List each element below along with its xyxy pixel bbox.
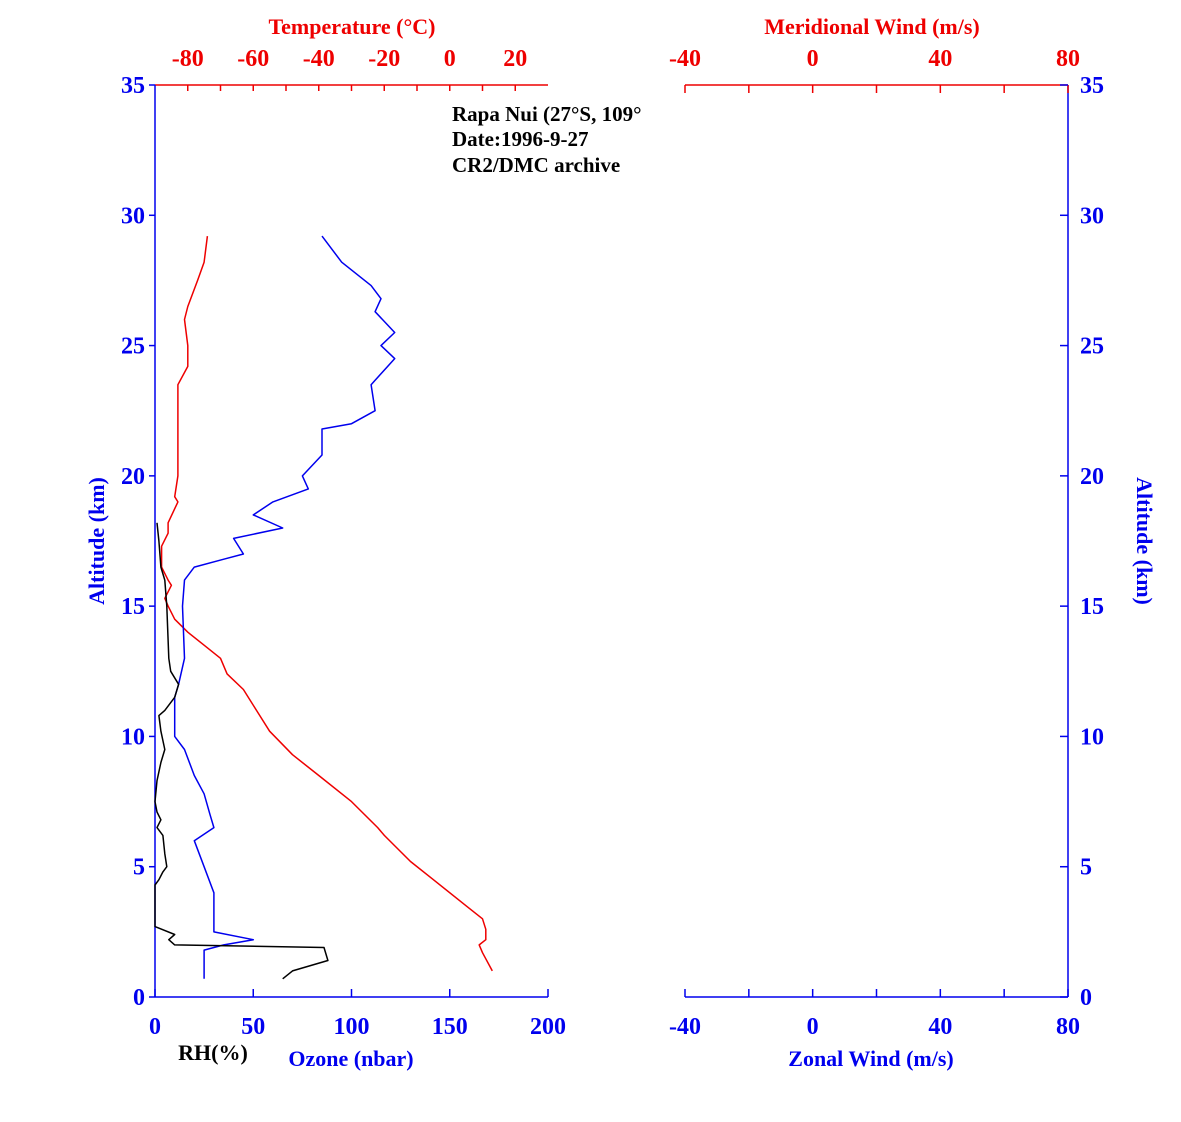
zonal-wind-axis-title: Zonal Wind (m/s) bbox=[788, 1046, 953, 1071]
altitude-tick-label-left: 10 bbox=[121, 724, 145, 750]
altitude-tick-label-left: 5 bbox=[133, 855, 145, 881]
altitude-tick-label-right: 30 bbox=[1080, 203, 1104, 229]
altitude-tick-label-left: 35 bbox=[121, 73, 145, 99]
temperature-tick-label: 20 bbox=[503, 46, 527, 72]
temperature-tick-label: -80 bbox=[172, 46, 204, 72]
altitude-tick-label-left: 0 bbox=[133, 985, 145, 1011]
zonal-wind-tick-label: 0 bbox=[807, 1014, 819, 1040]
altitude-axis-title-left: Altitude (km) bbox=[84, 477, 109, 605]
ozone-tick-label: 200 bbox=[530, 1014, 566, 1040]
altitude-tick-label-right: 25 bbox=[1080, 334, 1104, 360]
temperature-profile-line bbox=[160, 236, 493, 972]
annotation-source: CR2/DMC archive bbox=[452, 153, 620, 177]
temperature-tick-label: 0 bbox=[444, 46, 456, 72]
ozone-tick-label: 50 bbox=[241, 1014, 265, 1040]
zonal-wind-tick-label: 40 bbox=[928, 1014, 952, 1040]
zonal-wind-tick-label: -40 bbox=[669, 1014, 701, 1040]
meridional-wind-axis-title: Meridional Wind (m/s) bbox=[764, 14, 980, 39]
temperature-tick-label: -40 bbox=[303, 46, 335, 72]
altitude-tick-label-left: 20 bbox=[121, 464, 145, 490]
altitude-tick-label-left: 15 bbox=[121, 594, 145, 620]
altitude-tick-label-right: 15 bbox=[1080, 594, 1104, 620]
meridional-wind-tick-label: 0 bbox=[807, 46, 819, 72]
annotation-date: Date:1996-9-27 bbox=[452, 127, 588, 151]
ozone-axis-title: Ozone (nbar) bbox=[288, 1046, 413, 1071]
temperature-axis-title: Temperature (°C) bbox=[268, 14, 435, 39]
ozone-tick-label: 100 bbox=[334, 1014, 370, 1040]
ozone-tick-label: 0 bbox=[149, 1014, 161, 1040]
altitude-tick-label-right: 5 bbox=[1080, 855, 1092, 881]
zonal-wind-tick-label: 80 bbox=[1056, 1014, 1080, 1040]
altitude-tick-label-right: 35 bbox=[1080, 73, 1104, 99]
series-layer bbox=[154, 235, 493, 980]
rh-axis-title: RH(%) bbox=[178, 1040, 248, 1065]
altitude-tick-label-left: 25 bbox=[121, 334, 145, 360]
altitude-tick-label-right: 10 bbox=[1080, 724, 1104, 750]
meridional-wind-tick-label: 80 bbox=[1056, 46, 1080, 72]
temperature-tick-label: -20 bbox=[368, 46, 400, 72]
altitude-tick-label-left: 30 bbox=[121, 203, 145, 229]
ozone-profile-line bbox=[173, 235, 396, 979]
temperature-tick-label: -60 bbox=[237, 46, 269, 72]
ozone-tick-label: 150 bbox=[432, 1014, 468, 1040]
meridional-wind-tick-label: 40 bbox=[928, 46, 952, 72]
altitude-tick-label-right: 0 bbox=[1080, 985, 1092, 1011]
altitude-tick-label-right: 20 bbox=[1080, 464, 1104, 490]
altitude-axis-title-right: Altitude (km) bbox=[1132, 477, 1157, 605]
rh-profile-line bbox=[154, 522, 329, 980]
meridional-wind-tick-label: -40 bbox=[669, 46, 701, 72]
annotation-location: Rapa Nui (27°S, 109° bbox=[452, 102, 642, 126]
